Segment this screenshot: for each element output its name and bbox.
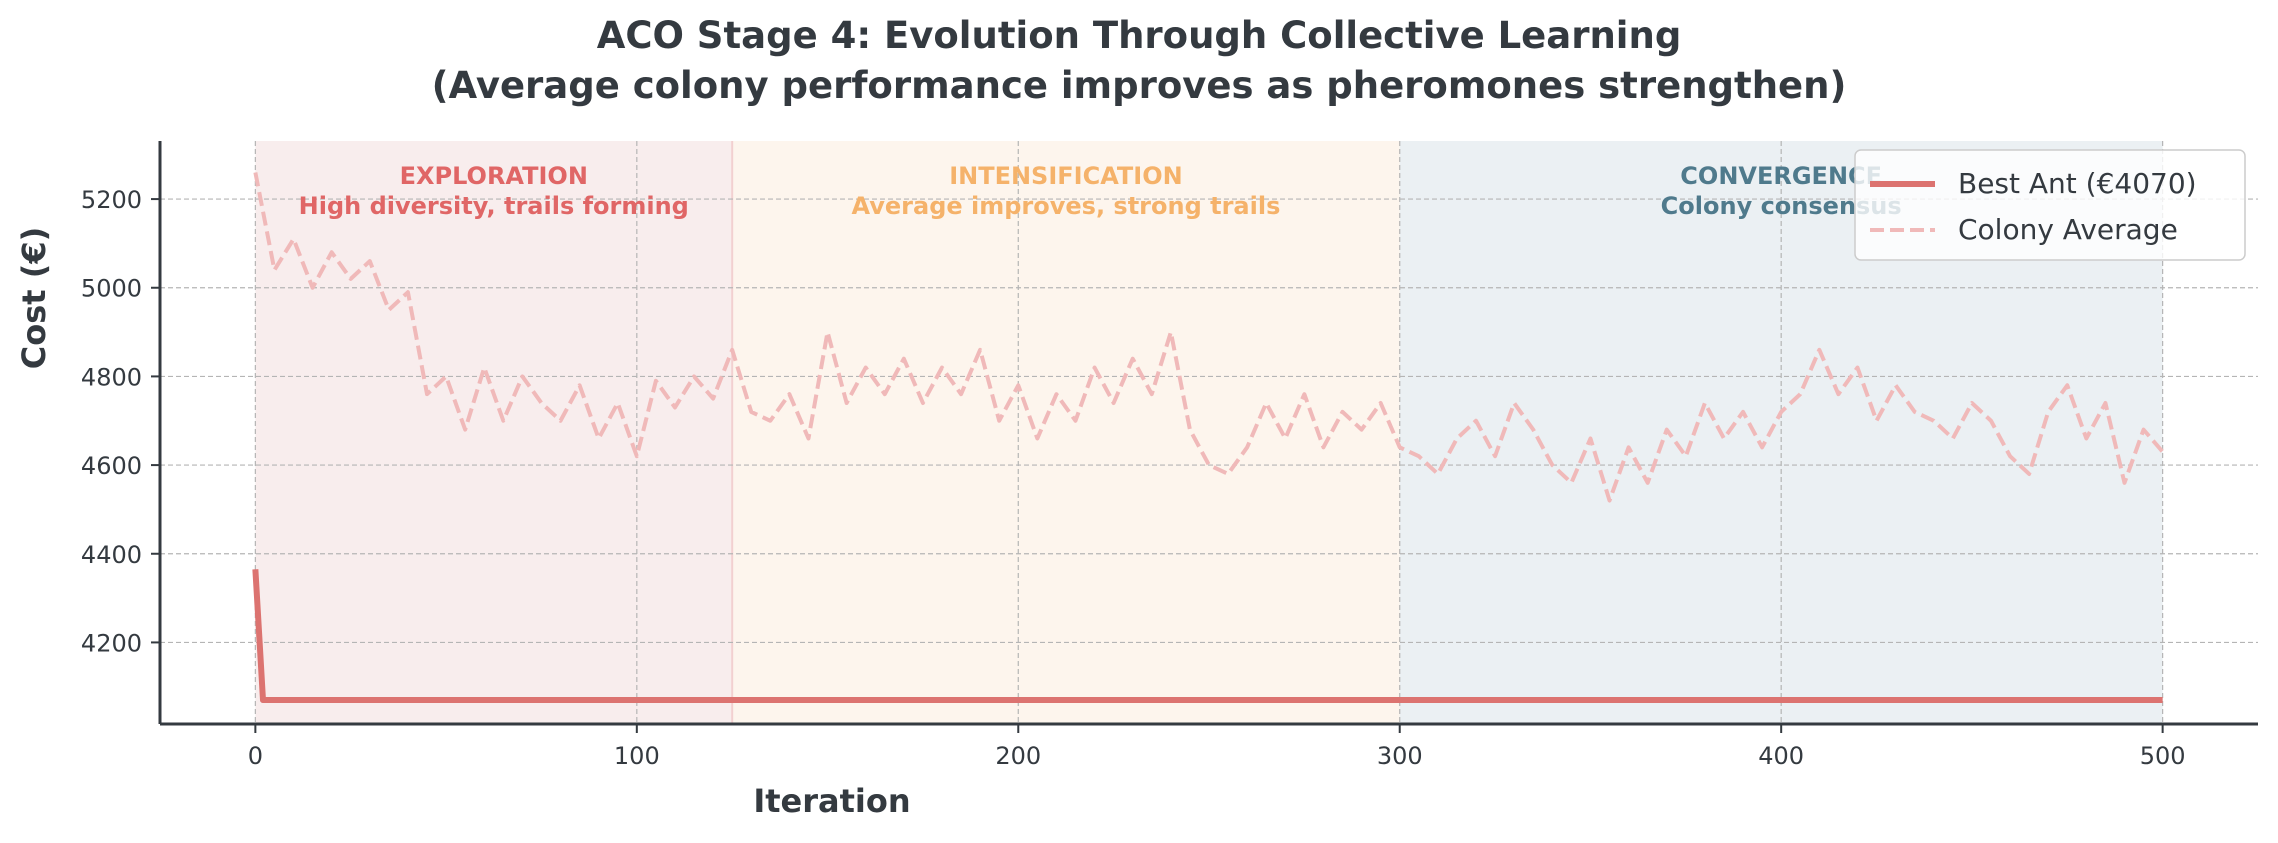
region-sublabel-intensification: Average improves, strong trails (852, 192, 1281, 220)
x-tick-label: 300 (1377, 742, 1423, 770)
y-tick-label: 5000 (81, 275, 142, 303)
y-tick-label: 4400 (81, 541, 142, 569)
x-axis-label: Iteration (753, 782, 910, 820)
legend-frame (1854, 149, 2246, 261)
legend-label: Best Ant (€4070) (1958, 167, 2197, 200)
chart-title: ACO Stage 4: Evolution Through Collectiv… (597, 14, 1682, 57)
region-intensification (732, 141, 1400, 724)
region-label-exploration: EXPLORATION (400, 162, 588, 190)
series-best-ant-line (252, 569, 2163, 704)
y-tick-label: 4600 (81, 452, 142, 480)
x-tick-label: 500 (2140, 742, 2186, 770)
legend-label: Colony Average (1958, 213, 2178, 246)
x-tick-label: 200 (995, 742, 1041, 770)
series-colony-average-line (253, 172, 2165, 503)
y-tick-label: 4800 (81, 363, 142, 391)
x-tick-label: 400 (1758, 742, 1804, 770)
y-tick-label: 5200 (81, 186, 142, 214)
region-sublabel-exploration: High diversity, trails forming (299, 192, 689, 220)
chart-subtitle: (Average colony performance improves as … (432, 64, 1847, 107)
region-label-convergence: CONVERGENCE (1680, 162, 1882, 190)
x-tick-label: 0 (248, 742, 263, 770)
region-label-intensification: INTENSIFICATION (949, 162, 1183, 190)
x-tick-label: 100 (614, 742, 660, 770)
y-axis-label: Cost (€) (15, 227, 53, 369)
y-tick-label: 4200 (81, 629, 142, 657)
legend: Best Ant (€4070) Colony Average (1854, 149, 2246, 261)
region-exploration (255, 141, 733, 724)
